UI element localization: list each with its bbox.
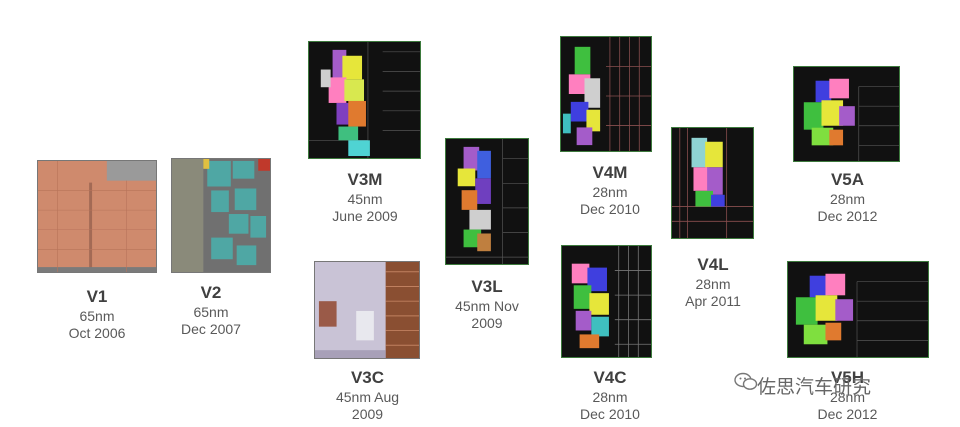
chip-label-v3c: V3C 45nm Aug 2009: [320, 368, 415, 423]
die-photo-v1: [37, 160, 157, 273]
chip-date: 2009: [471, 314, 503, 331]
chip-name: V3M: [347, 170, 383, 189]
chip-date: Dec 2012: [817, 405, 878, 422]
die-photo-v4c: [561, 245, 652, 358]
chip-date: 2009: [351, 405, 384, 422]
chip-label-v4c: V4C 28nm Dec 2010: [565, 368, 655, 423]
chip-node: 45nm Nov: [455, 297, 519, 314]
chip-date: Dec 2007: [181, 320, 241, 337]
chip-node: 28nm: [829, 190, 866, 207]
die-photo-v5a: [793, 66, 900, 162]
chip-name: V5A: [830, 170, 865, 189]
chip-label-v5h: V5H 28nm Dec 2012: [800, 368, 895, 423]
chip-node: 28nm: [592, 183, 628, 200]
die-photo-v3l: [445, 138, 529, 265]
chip-name: V1: [86, 287, 108, 306]
watermark-text: 佐思汽车研究: [757, 376, 872, 398]
chip-node: 45nm: [347, 190, 383, 207]
chip-name: V4C: [593, 368, 627, 387]
die-photo-v3m: [308, 41, 421, 159]
chip-node: 28nm: [592, 388, 628, 405]
chip-name: V3C: [350, 368, 385, 387]
chip-label-v3l: V3L 45nm Nov 2009: [432, 277, 542, 332]
chip-name: V3L: [471, 277, 503, 296]
chip-label-v4l: V4L 28nm Apr 2011: [668, 255, 758, 310]
chip-date: Apr 2011: [685, 292, 741, 309]
chip-node: 65nm: [79, 307, 115, 324]
chip-label-v3m: V3M 45nm June 2009: [320, 170, 410, 225]
chip-node: 45nm Aug: [335, 388, 400, 405]
chip-label-v2: V2 65nm Dec 2007: [171, 283, 251, 338]
chip-name: V2: [200, 283, 222, 302]
die-photo-v4l: [671, 127, 754, 239]
chip-name: V4M: [592, 163, 628, 182]
die-photo-v2: [171, 158, 271, 273]
chip-label-v1: V1 65nm Oct 2006: [37, 287, 157, 342]
chip-node: 28nm: [829, 388, 866, 405]
chip-label-v4m: V4M 28nm Dec 2010: [565, 163, 655, 218]
chip-date: Dec 2012: [817, 207, 878, 224]
die-photo-v3c: [314, 261, 420, 359]
chip-date: Oct 2006: [68, 324, 126, 341]
die-photo-v4m: [560, 36, 652, 152]
chip-label-v5a: V5A 28nm Dec 2012: [800, 170, 895, 225]
wechat-icon: [734, 372, 758, 392]
chip-node: 28nm: [695, 275, 731, 292]
chip-name: V5H: [830, 368, 865, 387]
chip-name: V4L: [697, 255, 729, 274]
chip-date: Dec 2010: [580, 200, 640, 217]
die-photo-v5h: [787, 261, 929, 358]
chip-date: Dec 2010: [580, 405, 640, 422]
chip-node: 65nm: [193, 303, 229, 320]
chip-date: June 2009: [332, 207, 398, 224]
